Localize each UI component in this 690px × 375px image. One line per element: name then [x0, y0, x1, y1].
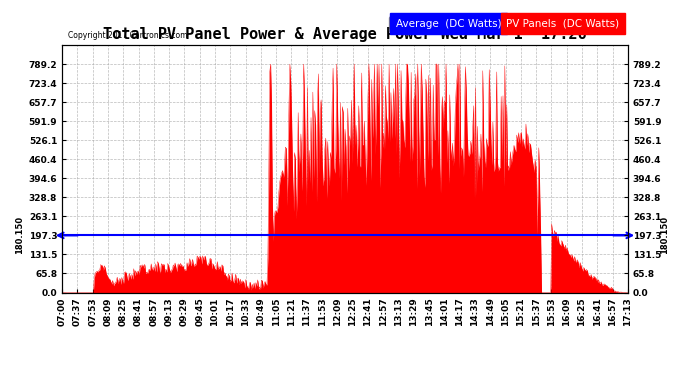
Legend: Average  (DC Watts), PV Panels  (DC Watts): Average (DC Watts), PV Panels (DC Watts) — [389, 15, 622, 32]
Text: 180.150: 180.150 — [15, 216, 24, 255]
Text: Copyright 2017 Cartronics.com: Copyright 2017 Cartronics.com — [68, 31, 187, 40]
Text: 180.150: 180.150 — [660, 216, 669, 255]
Title: Total PV Panel Power & Average Power Wed Mar 1  17:26: Total PV Panel Power & Average Power Wed… — [104, 27, 586, 42]
